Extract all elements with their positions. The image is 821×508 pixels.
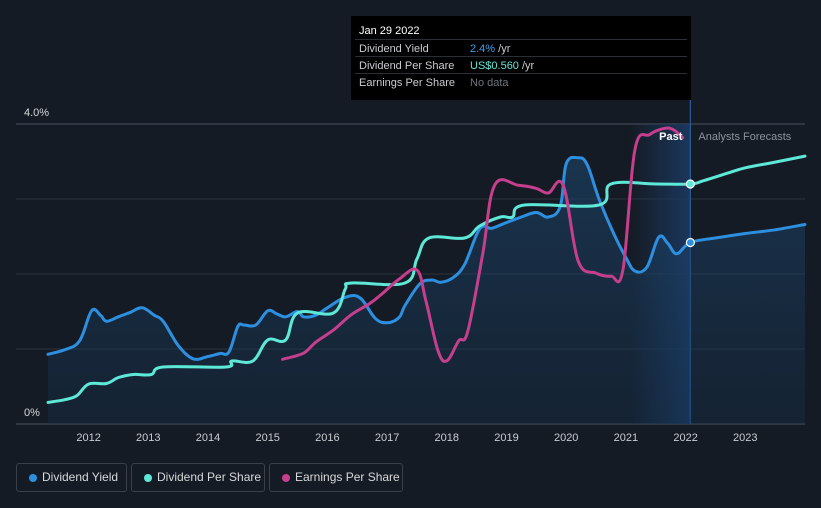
x-tick-label: 2016 xyxy=(315,432,339,444)
hover-marker-dividend_per_share xyxy=(685,179,695,189)
line-earnings_per_share xyxy=(281,126,685,363)
hover-tooltip: Jan 29 2022 Dividend Yield 2.4% /yr Divi… xyxy=(351,16,691,100)
x-tick-label: 2014 xyxy=(196,432,220,444)
x-tick-label: 2022 xyxy=(673,432,697,444)
tooltip-label: Dividend Yield xyxy=(359,43,429,55)
tooltip-row-dividend-yield: Dividend Yield 2.4% /yr xyxy=(355,39,687,57)
tooltip-label: Dividend Per Share xyxy=(359,60,455,72)
x-tick-label: 2019 xyxy=(494,432,518,444)
tooltip-unit: /yr xyxy=(495,43,511,55)
tooltip-value: No data xyxy=(470,77,509,89)
tooltip-value: 2.4% xyxy=(470,43,496,55)
line-dividend_per_share xyxy=(46,154,807,404)
y-tick-label-max: 4.0% xyxy=(24,107,49,119)
x-tick-label: 2015 xyxy=(255,432,279,444)
past-label: Past xyxy=(659,131,683,143)
x-tick-label: 2020 xyxy=(554,432,578,444)
y-tick-label-min: 0% xyxy=(24,407,40,419)
tooltip-date: Jan 29 2022 xyxy=(359,25,420,37)
legend-item-dividend-yield[interactable]: Dividend Yield xyxy=(16,463,127,492)
x-tick-label: 2017 xyxy=(375,432,399,444)
tooltip-row-dividend-per-share: Dividend Per Share US$0.560 /yr xyxy=(355,56,687,74)
tooltip-label: Earnings Per Share xyxy=(359,77,455,89)
legend-label: Earnings Per Share xyxy=(295,470,400,484)
x-tick-label: 2018 xyxy=(435,432,459,444)
legend-item-earnings-per-share[interactable]: Earnings Per Share xyxy=(269,463,403,492)
line-dividend_yield xyxy=(46,155,807,361)
x-tick-label: 2023 xyxy=(733,432,757,444)
legend-label: Dividend Per Share xyxy=(157,470,262,484)
tooltip-value: US$0.560 xyxy=(470,60,519,72)
x-tick-label: 2012 xyxy=(76,432,100,444)
analysts-forecasts-label: Analysts Forecasts xyxy=(698,131,791,143)
x-tick-label: 2013 xyxy=(136,432,160,444)
tooltip-row-earnings-per-share: Earnings Per Share No data xyxy=(355,73,687,91)
legend-label: Dividend Yield xyxy=(42,470,119,484)
area-dividend_yield xyxy=(48,157,805,424)
tooltip-unit: /yr xyxy=(518,60,535,72)
legend-dot-icon xyxy=(144,474,152,482)
x-tick-label: 2021 xyxy=(614,432,638,444)
legend-dot-icon xyxy=(282,474,290,482)
legend-dot-icon xyxy=(29,474,37,482)
legend-item-dividend-per-share[interactable]: Dividend Per Share xyxy=(131,463,265,492)
hover-marker-dividend_yield xyxy=(685,237,695,248)
